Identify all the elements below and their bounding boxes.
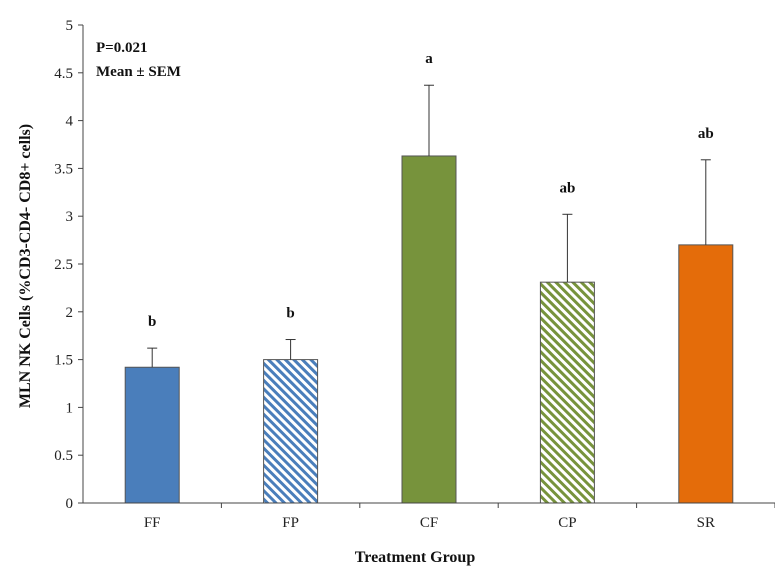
y-tick-label: 2.5 — [54, 257, 73, 273]
y-axis-title: MLN NK Cells (%CD3-CD4- CD8+ cells) — [17, 124, 34, 408]
x-tick-label-cf: CF — [420, 515, 438, 531]
y-tick-label: 0.5 — [54, 448, 73, 464]
y-tick-label: 0 — [66, 496, 74, 512]
y-tick-label: 1.5 — [54, 353, 73, 369]
x-tick-label-ff: FF — [144, 515, 161, 531]
x-tick-label-fp: FP — [282, 515, 299, 531]
x-axis-ticks: FF FP CF CP SR — [144, 503, 775, 531]
significance-labels: b b a ab ab — [148, 51, 714, 330]
y-tick-label: 5 — [66, 18, 74, 34]
mean-sem-annotation: Mean ± SEM — [96, 64, 181, 80]
y-tick-label: 4.5 — [54, 66, 73, 82]
y-tick-label: 3 — [66, 209, 74, 225]
bar-sr — [678, 244, 734, 504]
x-tick-label-cp: CP — [558, 515, 576, 531]
sig-label-ff: b — [148, 314, 156, 330]
bar-fp — [263, 359, 319, 504]
x-tick-label-sr: SR — [697, 515, 715, 531]
y-tick-label: 4 — [66, 114, 74, 130]
x-axis-title: Treatment Group — [355, 549, 476, 566]
y-tick-label: 2 — [66, 305, 74, 321]
sig-label-cp: ab — [559, 180, 575, 196]
sig-label-fp: b — [286, 306, 294, 322]
sig-label-cf: a — [425, 51, 433, 67]
bar-cp — [539, 281, 595, 504]
y-axis-ticks: 0 0.5 1 1.5 2 2.5 3 3.5 4 4.5 5 — [54, 18, 83, 512]
sig-label-sr: ab — [698, 126, 714, 142]
bar-ff — [124, 366, 180, 504]
y-tick-label: 1 — [66, 400, 74, 416]
p-value-annotation: P=0.021 — [96, 40, 147, 56]
bars — [124, 155, 734, 504]
bar-cf — [401, 155, 457, 504]
y-tick-label: 3.5 — [54, 161, 73, 177]
error-bars — [147, 84, 711, 368]
